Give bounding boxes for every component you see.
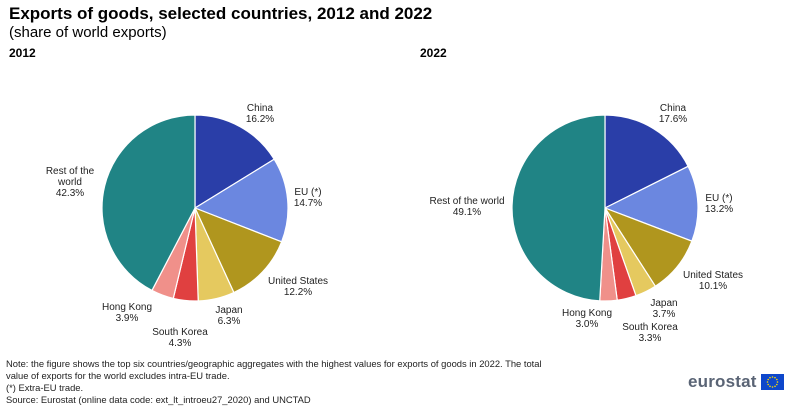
pie-charts: China 16.2% EU (*) 14.7% United States 12.2% J…: [46, 103, 743, 349]
slice-label-japan: Japan 3.7%: [650, 298, 677, 320]
slice-label-south-korea: South Korea 4.3%: [152, 327, 208, 349]
footnotes: Note: the figure shows the top six count…: [6, 358, 646, 406]
slice-label-japan: Japan 6.3%: [215, 305, 242, 327]
pie-slice-eu: [603, 165, 699, 242]
pie-2022-title: 2022: [420, 46, 447, 60]
slice-label-china: China 16.2%: [246, 103, 274, 125]
slice-label-rest-of-the-world: Rest of the world 42.3%: [46, 166, 95, 199]
slice-label-south-korea: South Korea 3.3%: [622, 322, 678, 344]
note-line: value of exports for the world excludes …: [6, 370, 230, 381]
pie-slice-china: [194, 114, 276, 210]
slice-label-eu: EU (*) 14.7%: [294, 187, 322, 209]
slice-label-rest-of-the-world: Rest of the world 49.1%: [429, 196, 504, 218]
slice-label-china: China 17.6%: [659, 103, 687, 125]
eu-flag-icon: [760, 374, 784, 390]
pie-slice-rest-of-the-world: [101, 114, 196, 292]
slice-label-eu: EU (*) 13.2%: [705, 193, 733, 215]
pie-slice-eu: [193, 158, 289, 243]
source-line: Source: Eurostat (online data code: ext_…: [6, 394, 311, 405]
pie-slice-rest-of-the-world: [511, 114, 606, 302]
pie-chart-2012: China 16.2% EU (*) 14.7% United States 12.2% J…: [46, 103, 328, 349]
note-extra-eu: (*) Extra-EU trade.: [6, 382, 84, 393]
pie-slice-united-states: [193, 206, 283, 294]
pie-2012-title: 2012: [9, 46, 36, 60]
slice-label-united-states: United States 10.1%: [683, 270, 743, 292]
chart-subtitle: (share of world exports): [9, 24, 167, 41]
pie-slice-china: [604, 114, 689, 209]
logo-text: eurostat: [688, 372, 757, 391]
slice-label-united-states: United States 12.2%: [268, 276, 328, 298]
pie-chart-2022: China 17.6% EU (*) 13.2% United States 10.1% J…: [429, 103, 743, 344]
eurostat-logo: eurostat: [688, 372, 784, 392]
slice-label-hong-kong: Hong Kong 3.9%: [102, 302, 152, 324]
slice-label-hong-kong: Hong Kong 3.0%: [562, 308, 612, 330]
chart-title: Exports of goods, selected countries, 20…: [9, 4, 433, 23]
note-line: Note: the figure shows the top six count…: [6, 358, 542, 369]
